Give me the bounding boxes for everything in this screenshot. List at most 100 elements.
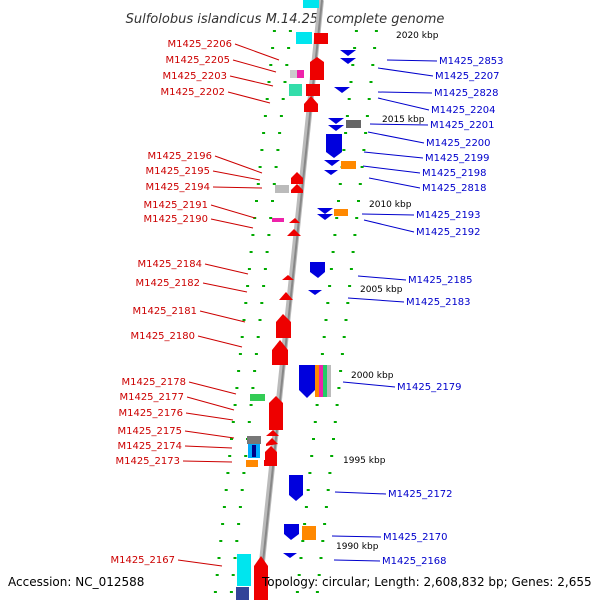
left-leader-line xyxy=(227,91,271,104)
track-tick xyxy=(321,540,325,542)
track-tick xyxy=(213,591,217,593)
kbp-label-2010: 2010 kbp xyxy=(369,200,412,210)
feature-pink xyxy=(297,70,304,78)
left-gene-label[interactable]: M1425_2180 xyxy=(130,331,195,342)
gene-arrow-forward xyxy=(279,292,293,300)
track-tick xyxy=(269,64,273,66)
track-tick xyxy=(338,183,342,185)
track-tick xyxy=(313,421,317,423)
gene-arrow-forward xyxy=(310,57,324,80)
left-leader-line xyxy=(186,396,235,411)
right-gene-label[interactable]: M1425_2818 xyxy=(422,183,487,194)
right-gene-label[interactable]: M1425_2170 xyxy=(383,532,448,543)
right-leader-line xyxy=(377,91,433,94)
track-tick xyxy=(258,319,262,321)
left-gene-label[interactable]: M1425_2206 xyxy=(167,39,232,50)
track-tick xyxy=(267,81,271,83)
track-tick xyxy=(328,285,332,287)
gene-arrow-reverse xyxy=(326,134,342,158)
track-tick xyxy=(310,455,314,457)
left-gene-label[interactable]: M1425_2173 xyxy=(115,456,180,467)
right-leader-line xyxy=(342,381,396,388)
tick-dots xyxy=(213,30,378,593)
track-tick xyxy=(226,472,230,474)
gene-arrow-reverse xyxy=(340,50,356,56)
track-tick xyxy=(357,200,360,202)
right-leader-line xyxy=(334,491,387,495)
right-gene-label[interactable]: M1425_2172 xyxy=(388,489,453,500)
track-tick xyxy=(317,574,321,576)
track-tick xyxy=(320,353,324,355)
track-tick xyxy=(221,523,225,525)
track-tick xyxy=(326,302,330,304)
track-tick xyxy=(272,30,276,32)
right-gene-label[interactable]: M1425_2185 xyxy=(408,275,473,286)
track-tick xyxy=(299,557,303,559)
track-tick xyxy=(301,540,305,542)
feature-orange xyxy=(334,209,348,216)
track-tick xyxy=(254,353,258,355)
track-tick xyxy=(360,166,364,168)
left-gene-label[interactable]: M1425_2205 xyxy=(165,55,230,66)
left-gene-label[interactable]: M1425_2167 xyxy=(110,555,175,566)
track-tick xyxy=(344,319,348,321)
right-gene-label[interactable]: M1425_2853 xyxy=(439,56,504,67)
track-tick xyxy=(333,234,337,236)
left-gene-label[interactable]: M1425_2195 xyxy=(145,166,210,177)
left-gene-label[interactable]: M1425_2194 xyxy=(145,182,210,193)
gene-arrow-forward xyxy=(314,33,328,44)
right-leader-line xyxy=(363,151,424,159)
right-gene-label[interactable]: M1425_2204 xyxy=(431,105,496,116)
track-tick xyxy=(345,115,349,117)
left-gene-label[interactable]: M1425_2175 xyxy=(117,426,182,437)
track-tick xyxy=(237,370,241,372)
left-gene-label[interactable]: M1425_2191 xyxy=(143,200,208,211)
right-gene-label[interactable]: M1425_2192 xyxy=(416,227,481,238)
track-tick xyxy=(231,421,235,423)
left-leader-line xyxy=(210,218,254,229)
left-gene-label[interactable]: M1425_2202 xyxy=(160,87,225,98)
kbp-ticks: 2020 kbp 2015 kbp 2010 kbp 2005 kbp 2000… xyxy=(336,31,439,552)
right-gene-label[interactable]: M1425_2168 xyxy=(382,556,447,567)
gene-arrow-reverse xyxy=(310,262,325,278)
gene-arrow-forward xyxy=(287,229,301,236)
right-gene-label[interactable]: M1425_2179 xyxy=(397,382,462,393)
track-tick xyxy=(358,183,362,185)
track-tick xyxy=(330,455,334,457)
right-gene-label[interactable]: M1425_2207 xyxy=(435,71,500,82)
right-gene-label[interactable]: M1425_2201 xyxy=(430,120,495,131)
gene-arrow-reverse xyxy=(284,524,299,540)
left-gene-label[interactable]: M1425_2190 xyxy=(143,214,208,225)
feature-teal xyxy=(289,84,302,96)
left-gene-label[interactable]: M1425_2178 xyxy=(121,377,186,388)
track-tick xyxy=(246,285,250,287)
feature-navy xyxy=(236,587,249,600)
left-gene-label[interactable]: M1425_2176 xyxy=(118,408,183,419)
kbp-label-2000: 2000 kbp xyxy=(351,371,394,381)
track-tick xyxy=(271,200,274,202)
left-leader-line xyxy=(214,155,263,174)
left-gene-label[interactable]: M1425_2182 xyxy=(135,278,200,289)
track-tick xyxy=(217,557,221,559)
track-tick xyxy=(354,30,358,32)
right-gene-label[interactable]: M1425_2193 xyxy=(416,210,481,221)
left-gene-label[interactable]: M1425_2181 xyxy=(132,306,197,317)
track-tick xyxy=(260,302,264,304)
kbp-label-1995: 1995 kbp xyxy=(343,456,386,466)
right-gene-label[interactable]: M1425_2828 xyxy=(434,88,499,99)
track-tick xyxy=(342,336,346,338)
left-gene-label[interactable]: M1425_2174 xyxy=(117,441,182,452)
track-tick xyxy=(230,438,233,440)
track-tick xyxy=(231,574,235,576)
left-gene-label[interactable]: M1425_2184 xyxy=(137,259,202,270)
track-tick xyxy=(349,268,353,270)
left-gene-label[interactable]: M1425_2177 xyxy=(119,392,184,403)
left-gene-label[interactable]: M1425_2196 xyxy=(147,151,212,162)
left-leader-line xyxy=(212,186,263,189)
right-gene-label[interactable]: M1425_2199 xyxy=(425,153,490,164)
right-gene-label[interactable]: M1425_2200 xyxy=(426,138,491,149)
right-gene-label[interactable]: M1425_2183 xyxy=(406,297,471,308)
track-tick xyxy=(235,540,239,542)
left-gene-label[interactable]: M1425_2203 xyxy=(162,71,227,82)
right-gene-label[interactable]: M1425_2198 xyxy=(422,168,487,179)
